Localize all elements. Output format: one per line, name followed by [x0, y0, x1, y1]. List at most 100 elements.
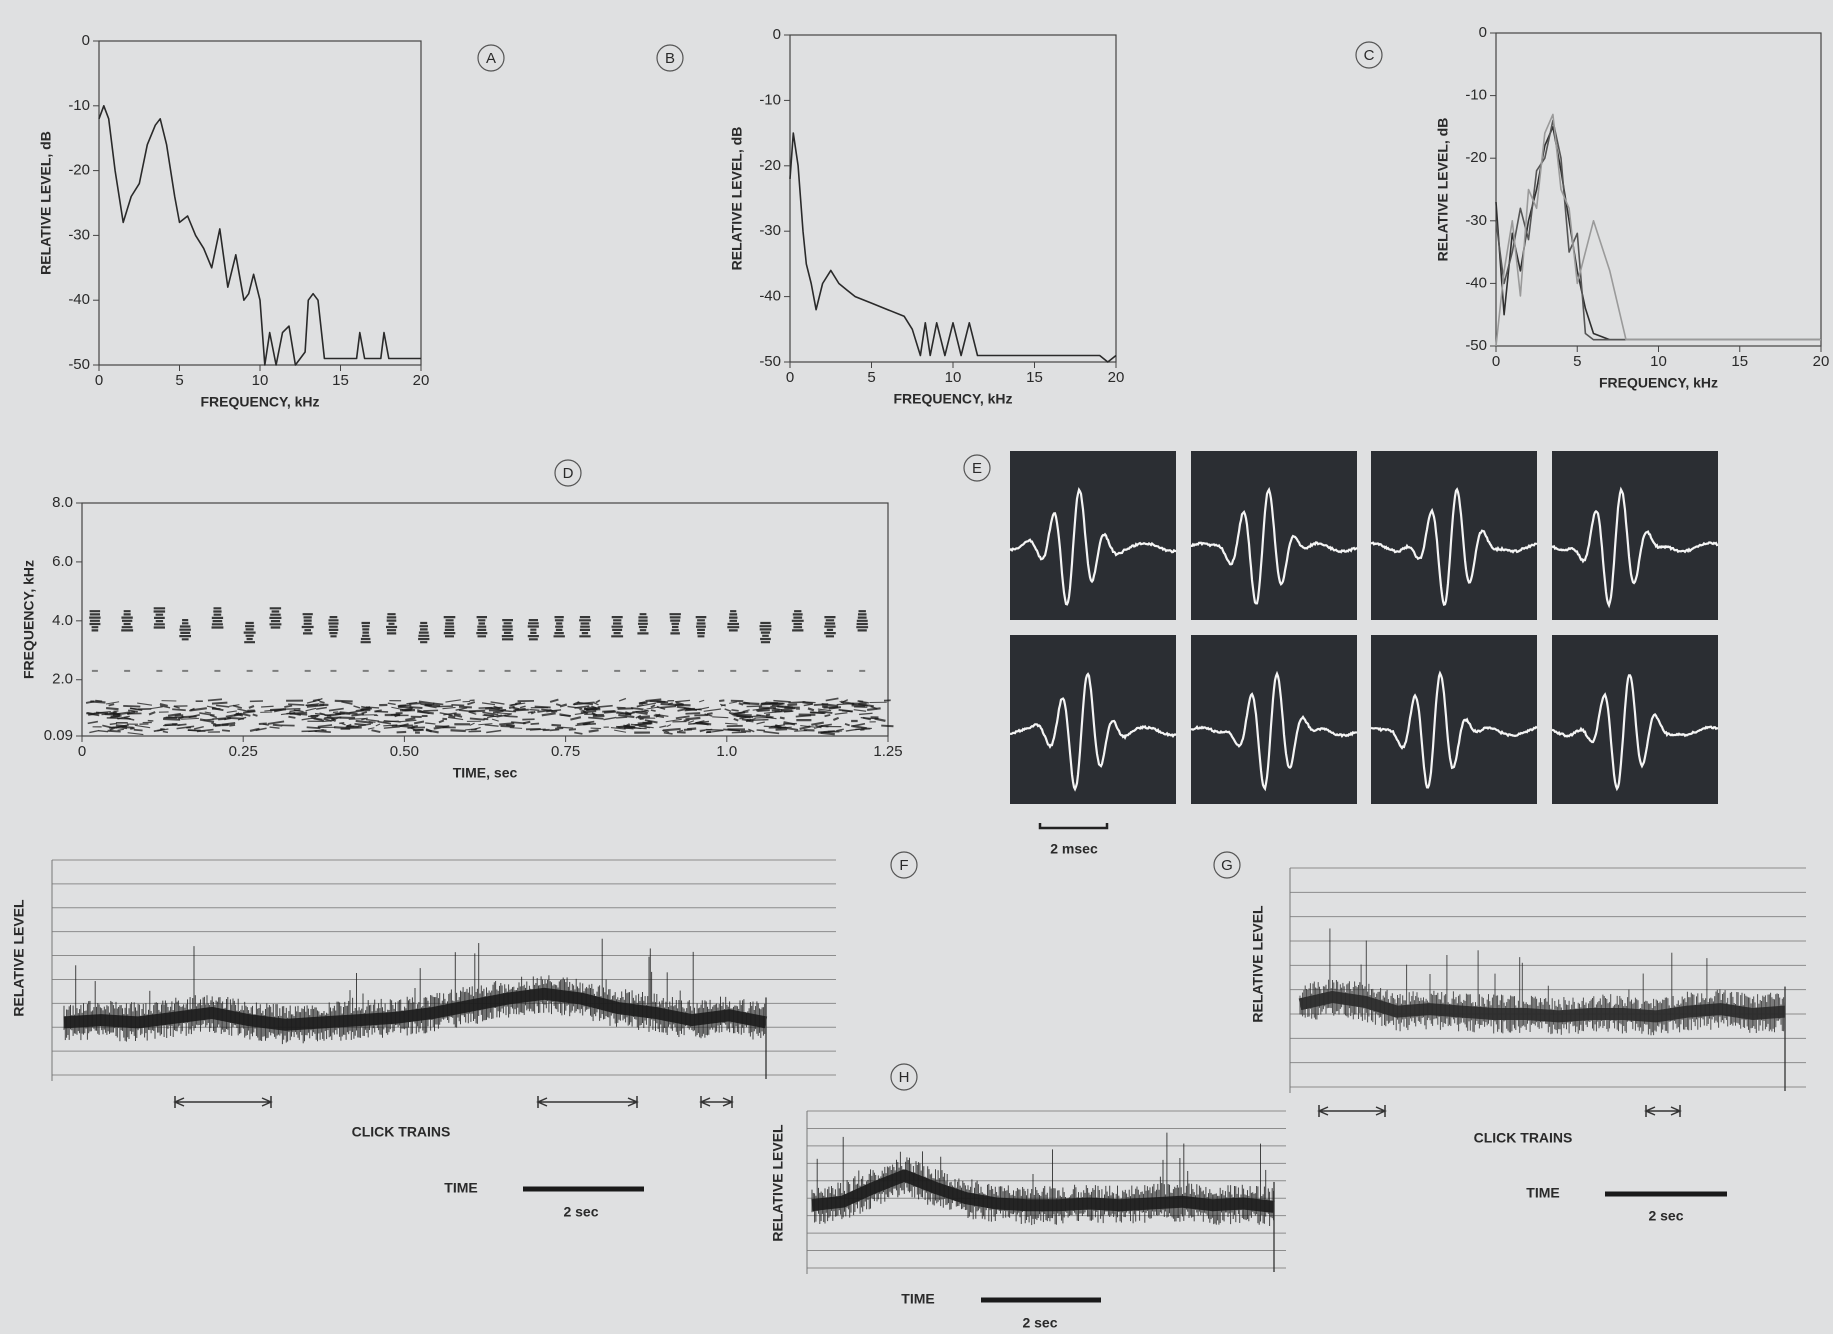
- noise-band: [766, 715, 770, 716]
- noise-band: [731, 710, 738, 711]
- noise-band: [569, 729, 576, 730]
- noise-band: [130, 728, 134, 729]
- scope-panel: [1371, 635, 1537, 804]
- y-tick-label: -20: [759, 157, 781, 174]
- noise-band: [177, 724, 186, 725]
- click-energy: [328, 617, 338, 636]
- click-energy: [418, 623, 429, 642]
- y-axis-title: RELATIVE LEVEL: [11, 899, 27, 1017]
- noise-band: [814, 704, 828, 705]
- noise-band: [433, 703, 443, 704]
- noise-band: [110, 723, 117, 724]
- noise-band: [470, 718, 485, 719]
- panel-label: G: [1221, 857, 1233, 874]
- noise-band: [172, 709, 186, 710]
- noise-band: [339, 718, 355, 719]
- annotation: CLICK TRAINS: [352, 1124, 451, 1140]
- noise-band: [273, 725, 282, 726]
- noise-band: [640, 719, 644, 720]
- annotation: CLICK TRAINS: [1474, 1130, 1573, 1146]
- x-axis-title: FREQUENCY, kHz: [200, 394, 319, 410]
- scale-bar-label: 2 sec: [563, 1204, 598, 1220]
- noise-band: [113, 713, 121, 715]
- x-tick-label: 10: [945, 369, 962, 386]
- x-tick-label: 15: [332, 372, 349, 389]
- time-label: TIME: [444, 1180, 477, 1196]
- noise-band: [289, 713, 307, 714]
- noise-band: [529, 710, 539, 711]
- noise-band: [616, 717, 627, 718]
- noise-band: [288, 704, 304, 705]
- noise-band: [324, 717, 341, 718]
- noise-band: [747, 720, 754, 721]
- noise-band: [355, 724, 366, 725]
- noise-band: [787, 704, 797, 705]
- noise-band: [454, 714, 461, 715]
- noise-band: [679, 730, 683, 731]
- figure: 051015200-10-20-30-40-50FREQUENCY, kHzRE…: [0, 0, 1833, 1334]
- noise-band: [810, 712, 825, 713]
- panel-label: H: [899, 1069, 910, 1086]
- noise-band: [99, 731, 108, 732]
- noise-band: [90, 701, 105, 702]
- y-tick-label: 0: [773, 26, 781, 43]
- y-tick-label: -20: [1465, 149, 1487, 166]
- y-tick-label: -50: [1465, 337, 1487, 354]
- y-tick-label: 0: [82, 32, 90, 49]
- y-tick-label: -30: [759, 222, 781, 239]
- noise-band: [729, 713, 734, 714]
- noise-band: [881, 726, 893, 727]
- noise-band: [451, 730, 466, 731]
- panel-label: E: [972, 460, 982, 477]
- x-axis-title: FREQUENCY, kHz: [893, 391, 1012, 407]
- x-tick-label: 20: [413, 372, 430, 389]
- noise-band: [744, 703, 750, 704]
- x-axis-title: TIME, sec: [453, 765, 518, 781]
- noise-band: [531, 723, 540, 724]
- noise-band: [451, 705, 464, 706]
- scope-panel: [1010, 451, 1176, 620]
- y-tick-label: 6.0: [52, 553, 73, 570]
- noise-band: [648, 721, 653, 722]
- noise-band: [188, 730, 201, 731]
- x-tick-label: 1.25: [873, 743, 902, 760]
- y-tick-label: -50: [759, 353, 781, 370]
- scale-bar-label: 2 sec: [1022, 1315, 1057, 1331]
- noise-band: [661, 704, 674, 705]
- time-label: TIME: [1526, 1185, 1559, 1201]
- noise-band: [556, 704, 560, 705]
- y-tick-label: -30: [68, 226, 90, 243]
- noise-band: [589, 730, 599, 731]
- noise-band: [685, 713, 700, 714]
- y-tick-label: 4.0: [52, 612, 73, 629]
- x-tick-label: 0: [1492, 353, 1500, 370]
- x-tick-label: 0: [78, 743, 86, 760]
- noise-band: [109, 704, 115, 705]
- noise-band: [602, 711, 615, 712]
- noise-band: [253, 714, 258, 715]
- x-tick-label: 0.25: [229, 743, 258, 760]
- y-axis-title: RELATIVE LEVEL, dB: [729, 127, 745, 271]
- noise-band: [222, 730, 230, 731]
- noise-band: [707, 713, 713, 714]
- scale-bar-label: 2 sec: [1648, 1208, 1683, 1224]
- y-axis-title: FREQUENCY, kHz: [21, 560, 37, 679]
- y-tick-label: 0: [1479, 24, 1487, 41]
- noise-band: [697, 723, 712, 724]
- x-tick-label: 0: [95, 372, 103, 389]
- noise-band: [407, 727, 425, 728]
- noise-band: [774, 727, 788, 728]
- noise-band: [375, 711, 388, 712]
- noise-band: [752, 720, 769, 721]
- noise-band: [402, 709, 412, 710]
- noise-band: [706, 730, 723, 731]
- panel-label: F: [899, 857, 908, 874]
- noise-band: [806, 702, 816, 703]
- click-energy: [154, 608, 166, 627]
- scope-panel: [1191, 635, 1357, 804]
- noise-band: [284, 709, 300, 710]
- noise-band: [229, 725, 235, 726]
- noise-band: [423, 710, 438, 711]
- panel-label: C: [1364, 47, 1375, 64]
- click-energy: [856, 611, 868, 630]
